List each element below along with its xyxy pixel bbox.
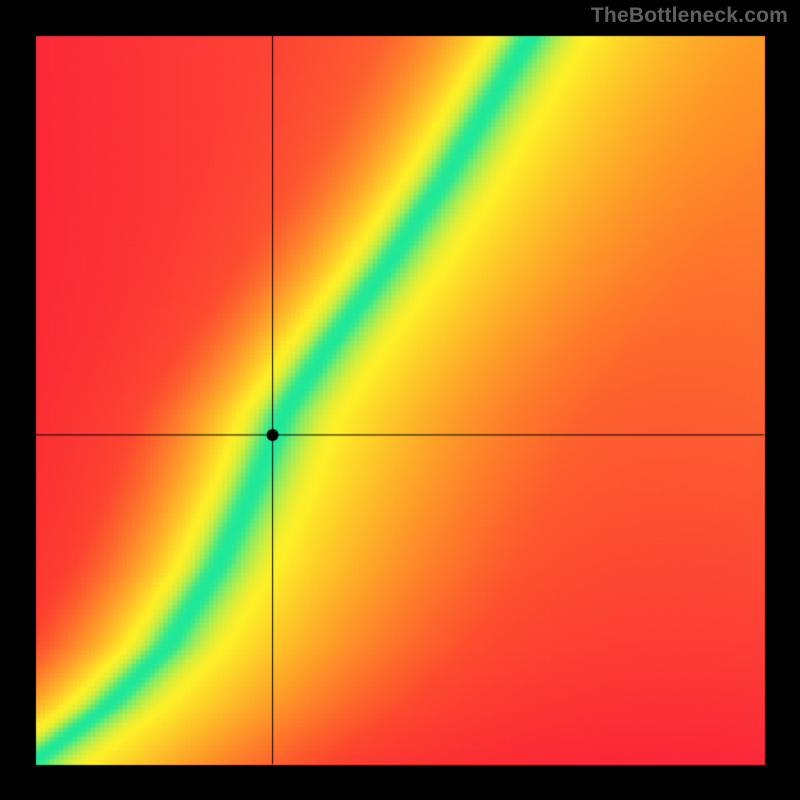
bottleneck-heatmap: [0, 0, 800, 800]
chart-container: TheBottleneck.com: [0, 0, 800, 800]
watermark-text: TheBottleneck.com: [591, 4, 788, 28]
